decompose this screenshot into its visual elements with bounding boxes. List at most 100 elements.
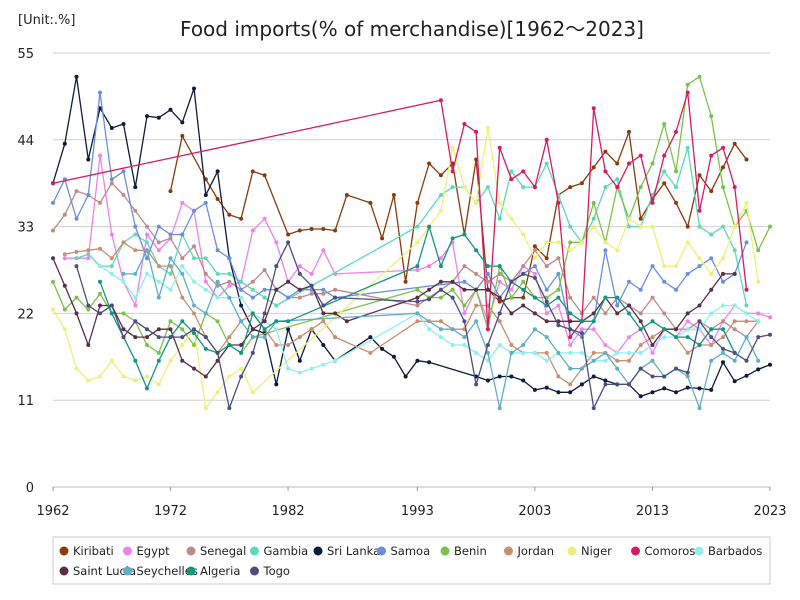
data-point: [121, 169, 126, 174]
data-point: [627, 303, 631, 308]
data-point: [156, 224, 161, 229]
data-point: [121, 335, 126, 340]
data-point: [591, 319, 596, 324]
data-point: [756, 358, 761, 363]
legend-label: Saint Lucia: [73, 564, 136, 578]
series-senegal: [51, 181, 761, 340]
data-point: [62, 256, 67, 261]
data-point: [568, 240, 573, 245]
data-point: [497, 343, 502, 347]
data-point: [180, 133, 185, 138]
data-point: [685, 311, 690, 316]
series-line: [52, 91, 748, 338]
data-point: [203, 346, 208, 351]
data-point: [321, 303, 326, 308]
data-point: [721, 256, 725, 261]
data-point: [509, 343, 514, 347]
data-point: [603, 358, 608, 363]
data-point: [721, 335, 725, 340]
legend-item: Togo: [250, 564, 290, 578]
legend-label: Egypt: [137, 544, 171, 558]
data-point: [603, 169, 608, 174]
data-point: [450, 287, 455, 292]
data-point: [156, 327, 161, 332]
data-point: [192, 311, 196, 316]
data-point: [438, 295, 443, 300]
data-point: [509, 279, 514, 284]
data-point: [74, 74, 79, 79]
data-point: [262, 173, 267, 178]
data-point: [721, 165, 725, 170]
x-tick-label: 1982: [272, 504, 305, 519]
data-point: [497, 311, 502, 316]
data-point: [333, 311, 338, 316]
data-point: [168, 236, 173, 241]
data-point: [274, 327, 279, 332]
data-point: [497, 406, 502, 411]
data-point: [286, 366, 291, 371]
data-point: [438, 327, 443, 332]
data-point: [415, 319, 420, 324]
data-point: [427, 297, 432, 302]
data-point: [532, 271, 537, 276]
data-point: [333, 335, 338, 340]
data-point: [239, 287, 244, 292]
data-point: [427, 161, 432, 166]
data-point: [756, 335, 761, 340]
y-tick-label: 55: [17, 47, 34, 62]
data-point: [86, 193, 91, 197]
data-point: [86, 252, 91, 257]
legend-item: Kiribati: [59, 544, 114, 558]
data-point: [227, 256, 232, 261]
data-point: [62, 212, 67, 217]
data-point: [168, 189, 173, 194]
data-point: [662, 327, 667, 332]
data-point: [462, 303, 467, 308]
data-point: [427, 360, 432, 365]
data-point: [732, 327, 737, 332]
data-point: [262, 287, 267, 292]
data-point: [685, 385, 690, 390]
data-point: [121, 193, 126, 197]
data-point: [579, 366, 584, 371]
data-point: [297, 295, 302, 300]
data-point: [215, 169, 220, 174]
data-point: [591, 224, 596, 229]
data-point: [462, 185, 467, 190]
data-point: [650, 350, 655, 355]
data-point: [415, 268, 420, 272]
y-axis: 0 11 22 33 44 55: [17, 47, 34, 496]
data-point: [485, 343, 490, 347]
data-point: [638, 224, 643, 229]
data-point: [521, 350, 526, 355]
data-point: [274, 240, 279, 245]
data-point: [145, 374, 149, 379]
data-point: [215, 279, 220, 284]
data-point: [521, 232, 526, 237]
data-point: [286, 232, 291, 237]
data-point: [309, 327, 314, 332]
legend-item: Algeria: [186, 564, 240, 578]
data-point: [415, 358, 420, 363]
data-point: [168, 232, 173, 237]
data-point: [591, 216, 596, 221]
data-point: [544, 358, 549, 363]
data-point: [156, 295, 161, 300]
legend-marker: [123, 546, 132, 556]
data-point: [156, 382, 161, 387]
data-point: [662, 335, 667, 340]
data-point: [438, 193, 443, 197]
data-point: [156, 240, 161, 245]
data-point: [556, 256, 561, 261]
data-point: [579, 350, 584, 355]
data-point: [638, 216, 643, 221]
data-point: [497, 216, 502, 221]
data-point: [215, 350, 220, 355]
legend-label: Senegal: [200, 544, 246, 558]
data-point: [286, 343, 291, 347]
data-point: [544, 256, 549, 261]
legend-marker: [59, 566, 69, 576]
data-point: [627, 358, 631, 363]
data-point: [568, 327, 573, 332]
unit-label: [Unit:.%]: [18, 13, 75, 28]
